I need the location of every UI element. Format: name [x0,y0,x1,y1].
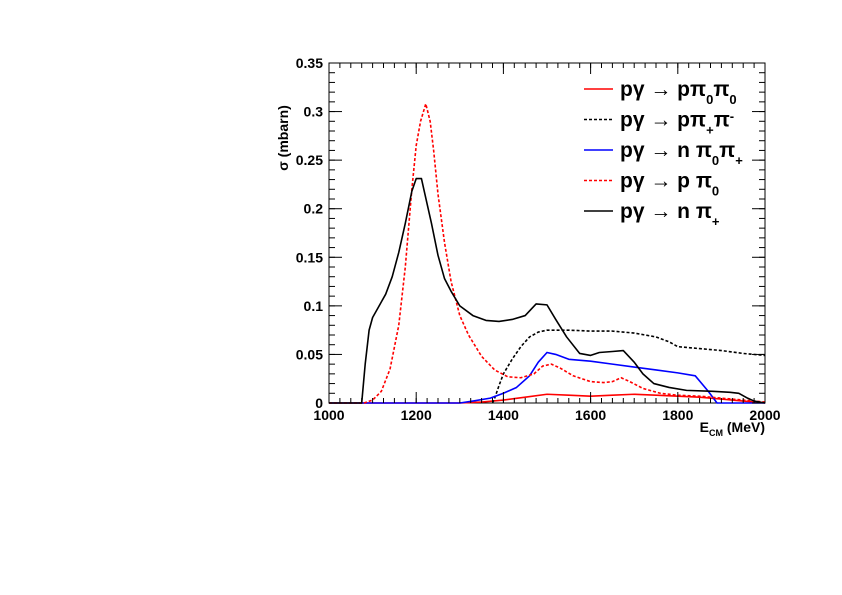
y-tick-label: 0.25 [296,152,323,168]
y-tick-label: 0.35 [296,55,323,71]
x-tick-label: 1000 [313,407,344,423]
x-axis-title-sub: CM [709,428,723,438]
legend-label: pγ → n π0π+ [620,139,743,168]
x-axis-title-rest: (MeV) [723,419,765,435]
y-tick-label: 0.3 [304,104,324,120]
y-tick-label: 0 [315,395,323,411]
legend-label: pγ → pπ+π- [620,109,734,138]
series-line-5 [329,177,766,404]
x-tick-label: 1200 [401,407,432,423]
y-axis-title: σ (mbarn) [275,105,291,171]
legend-label: pγ → n π+ [620,200,720,229]
legend-label: pγ → p π0 [620,170,719,199]
y-tick-label: 0.2 [304,201,324,217]
x-tick-label: 1400 [488,407,519,423]
legend-label: pγ → pπ0π0 [620,78,737,107]
x-axis-title: ECM (MeV) [700,419,765,438]
x-tick-label: 1600 [575,407,606,423]
x-tick-label: 1800 [662,407,693,423]
x-tick-label: 2000 [749,407,780,423]
y-tick-label: 0.15 [296,249,323,265]
y-tick-label: 0.05 [296,346,323,362]
series-line-3 [329,351,765,404]
axes-layer: 1000 1200 1400 1600 1800 2000 0 0.05 0.1 0.15 0.2 0… [296,55,781,423]
x-axis-title-main: E [700,419,709,435]
y-tick-label: 0.1 [304,298,324,314]
series-line-2 [491,329,766,404]
